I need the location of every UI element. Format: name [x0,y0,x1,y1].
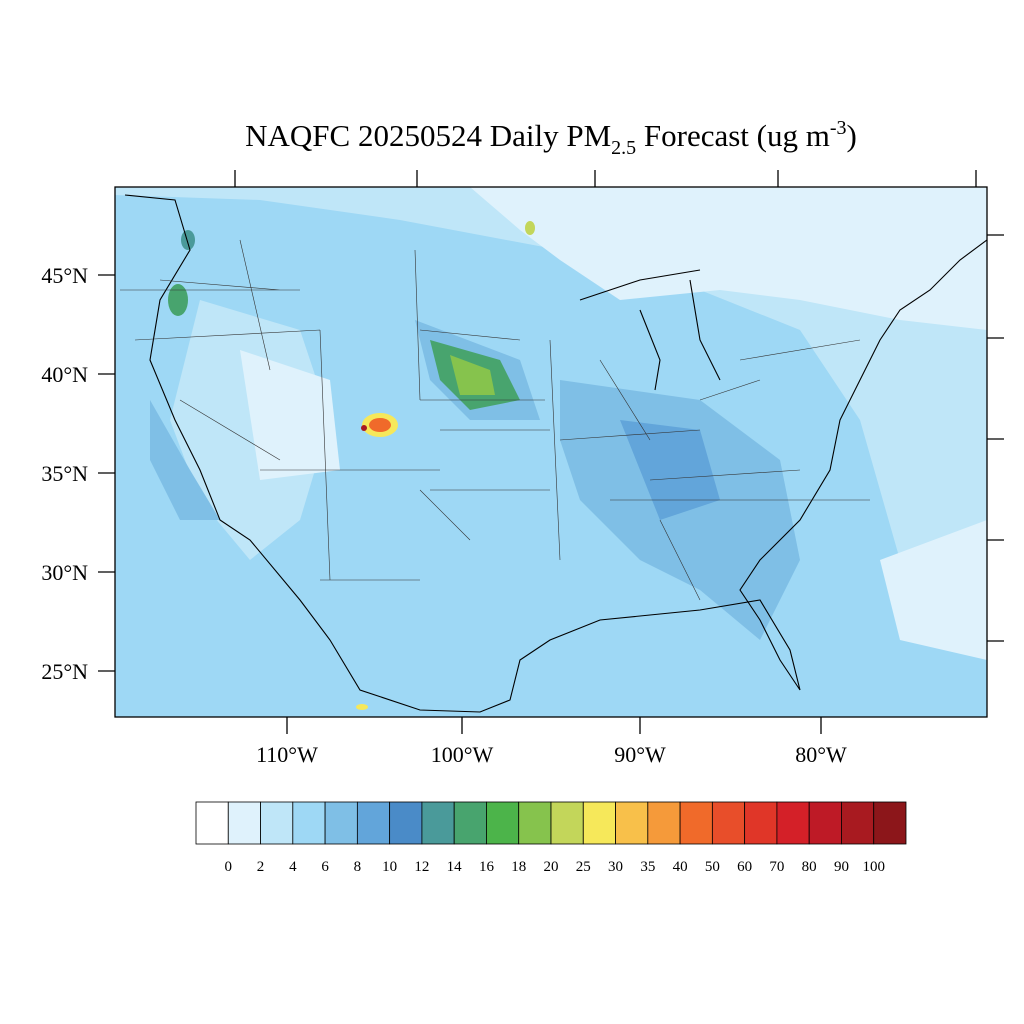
colorbar-box [356,801,391,845]
colorbar-box [389,801,423,845]
colorbar-label: 90 [834,859,849,875]
colorbar-box [324,801,358,845]
title-main: NAQFC 20250524 Daily PM [245,118,611,153]
colorbar-label: 80 [802,859,817,875]
colorbar-label: 2 [257,859,265,875]
colorbar-label: 8 [354,859,362,875]
colorbar: 0 2 4 6 8 10 12 14 16 18 20 25 30 35 40 50 60 70 80 90 100 [195,801,907,875]
lon-label: 110°W [256,742,318,767]
colorbar-label: 70 [769,859,784,875]
colorbar-box [744,801,778,845]
lon-label: 90°W [614,742,666,767]
colorbar-box [550,801,584,845]
colorbar-box [582,801,616,845]
title-rest: Forecast (ug m [636,118,830,153]
colorbar-label: 60 [737,859,752,875]
colorbar-box [195,801,229,845]
colorbar-box [808,801,842,845]
colorbar-label: 4 [289,859,297,875]
colorbar-label: 6 [321,859,329,875]
colorbar-box [679,801,713,845]
colorbar-box [421,801,455,845]
lat-label: 25°N [41,659,88,684]
lon-label: 80°W [795,742,847,767]
colorbar-box [518,801,552,845]
colorbar-label: 30 [608,859,623,875]
lat-label: 40°N [41,362,88,387]
colorbar-label: 14 [447,859,463,875]
title-sup: -3 [830,117,847,139]
colorbar-label: 16 [479,859,495,875]
axis-labels: 45°N 40°N 35°N 30°N 25°N 110°W 100°W 90°W 80°W [41,263,847,767]
title-end: ) [847,118,857,153]
lon-label: 100°W [431,742,494,767]
colorbar-box [453,801,487,845]
colorbar-box [260,801,294,845]
lat-label: 45°N [41,263,88,288]
colorbar-label: 10 [382,859,397,875]
colorbar-label: 18 [511,859,526,875]
colorbar-label: 0 [225,859,233,875]
colorbar-box [647,801,681,845]
colorbar-box [486,801,520,845]
colorbar-label: 25 [576,859,591,875]
lat-label: 35°N [41,461,88,486]
colorbar-box [292,801,326,845]
colorbar-box [711,801,746,845]
colorbar-label: 40 [673,859,688,875]
colorbar-label: 35 [640,859,655,875]
colorbar-box [227,801,261,845]
colorbar-box [776,801,810,845]
colorbar-label: 50 [705,859,720,875]
colorbar-box [873,801,907,845]
map [98,170,1004,734]
title-sub: 2.5 [611,137,636,159]
colorbar-label: 12 [414,859,429,875]
colorbar-label: 20 [544,859,559,875]
title: NAQFC 20250524 Daily PM2.5 Forecast (ug … [245,117,857,159]
colorbar-label: 100 [862,859,885,875]
colorbar-box [615,801,649,845]
colorbar-box [841,801,875,845]
lat-label: 30°N [41,560,88,585]
